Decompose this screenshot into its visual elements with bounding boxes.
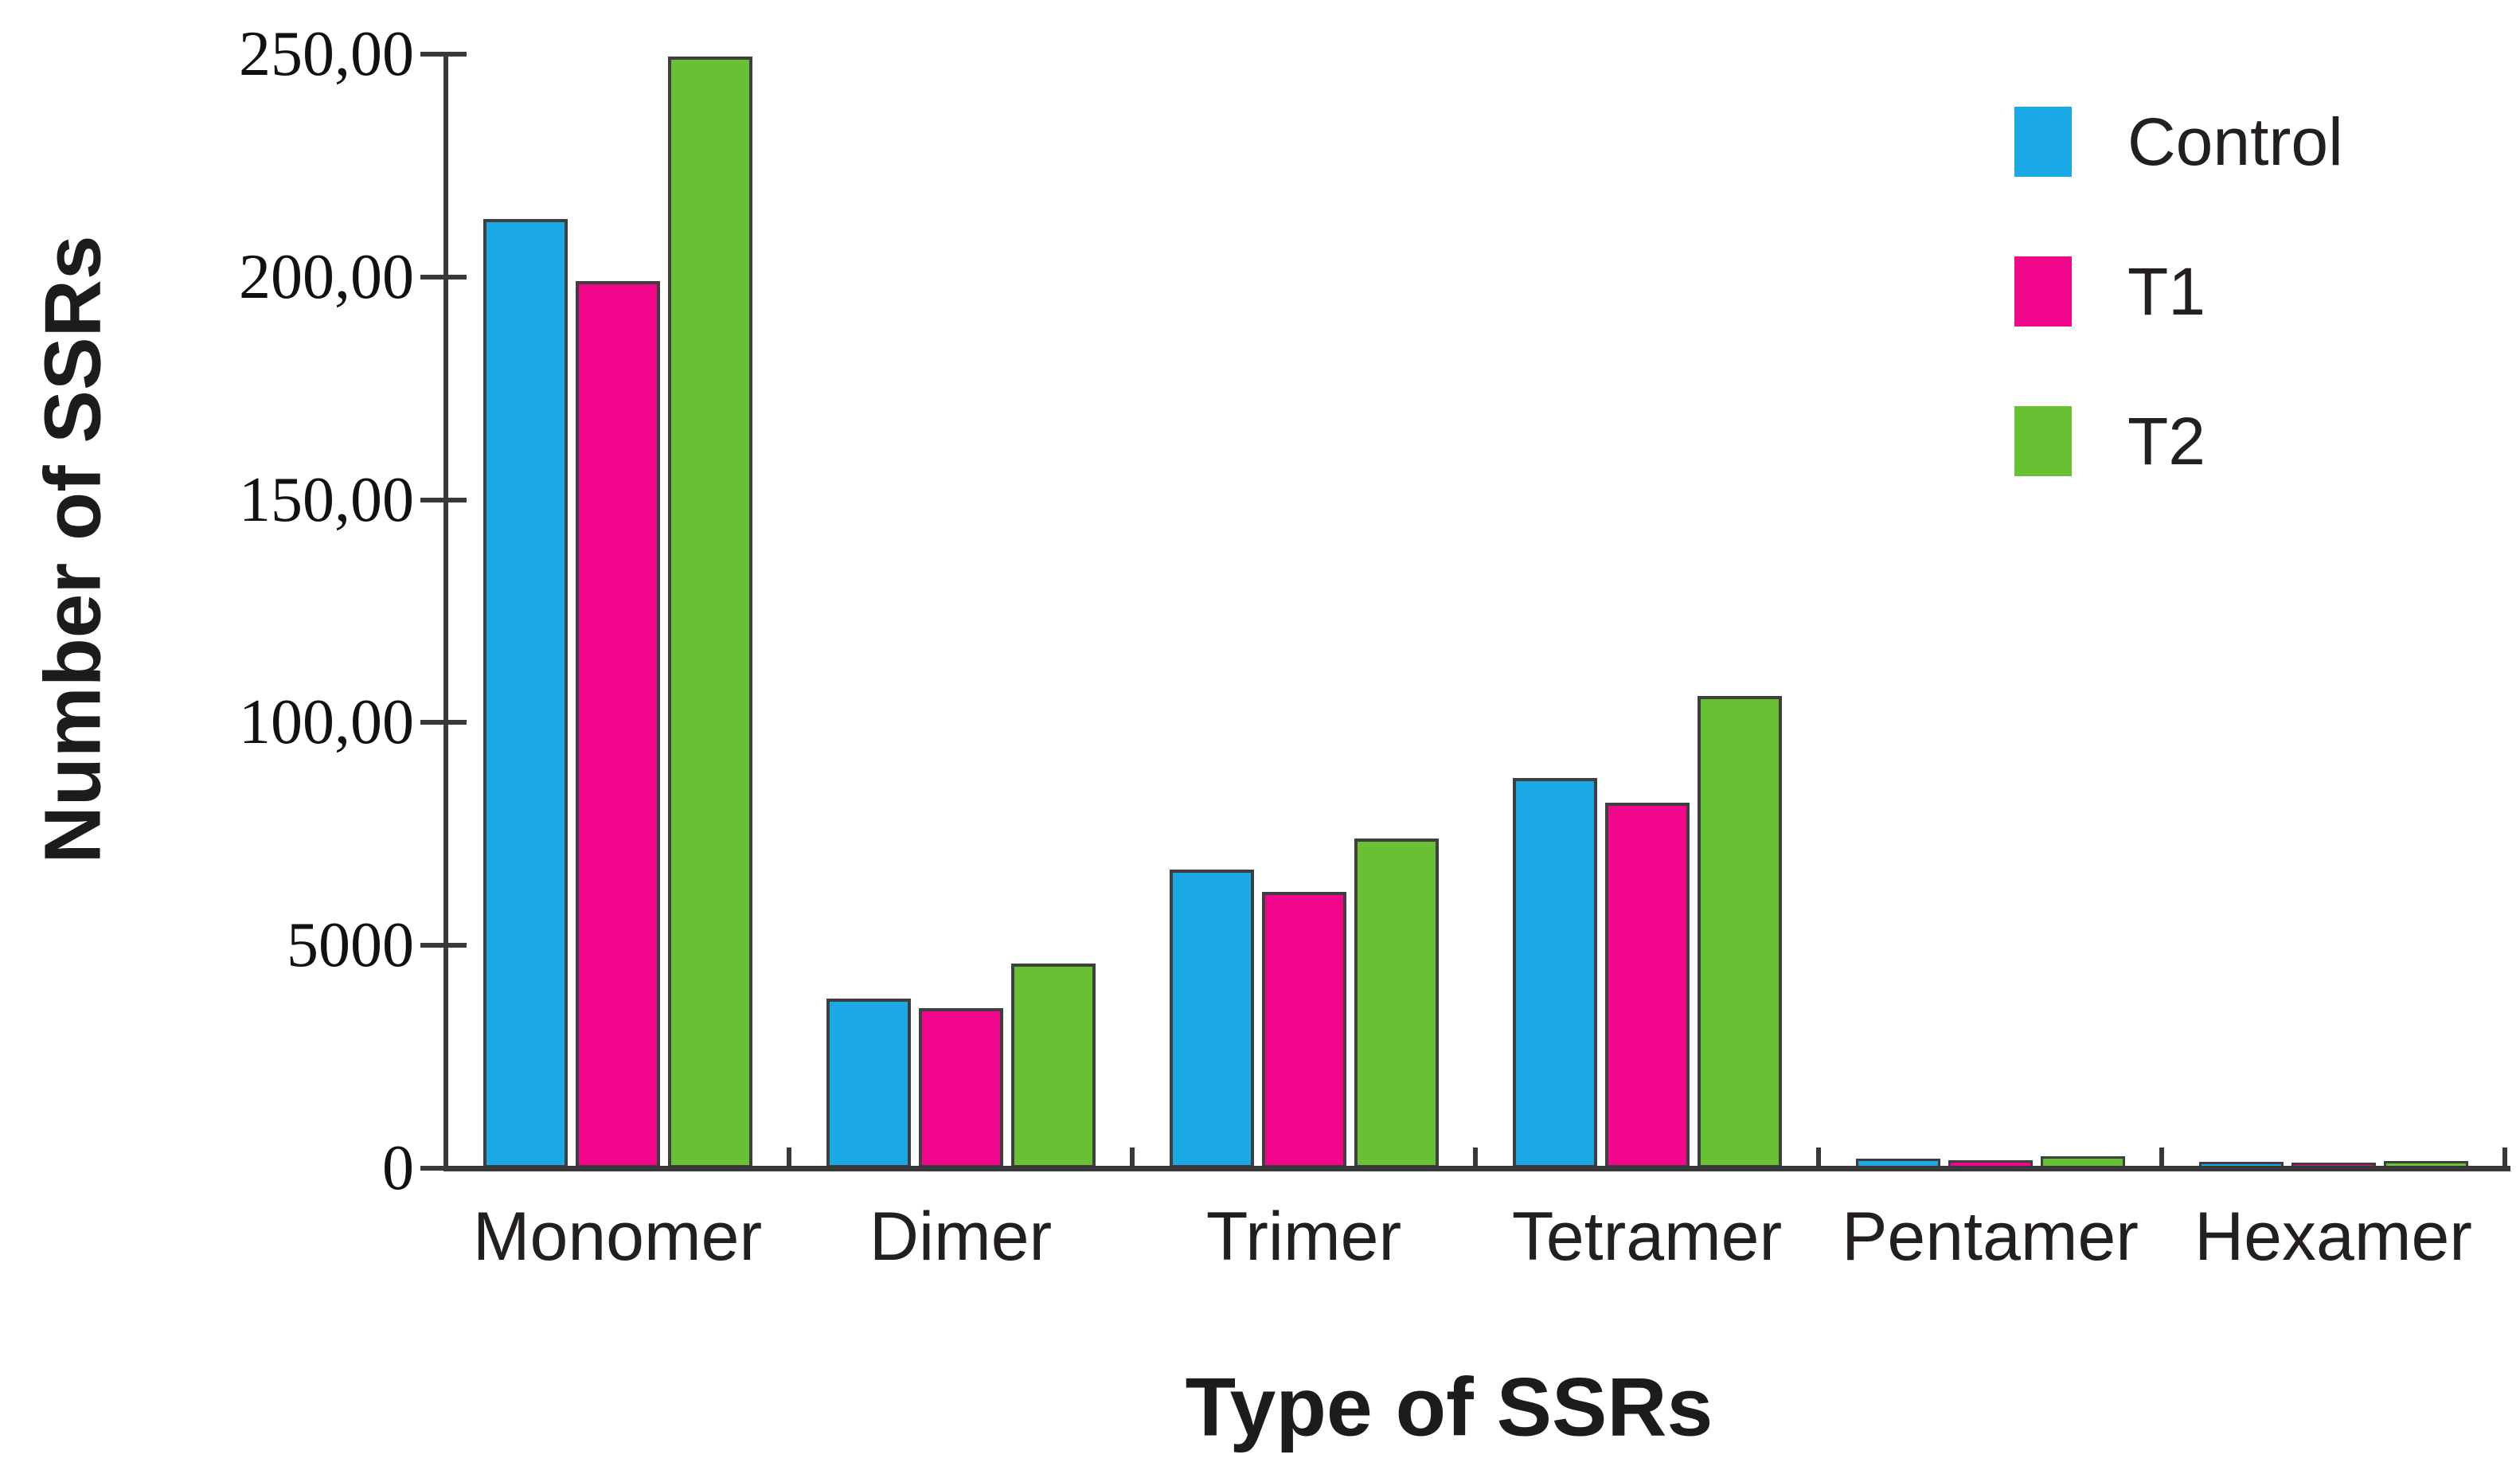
- x-axis-tick: [1816, 1148, 1821, 1171]
- bar-monomer-t2: [667, 56, 752, 1168]
- y-tick-label: 0: [382, 1133, 414, 1203]
- legend-swatch-t2: [2014, 406, 2072, 476]
- y-tick-label: 250,00: [239, 19, 414, 89]
- bar-dimer-t1: [918, 1007, 1003, 1168]
- bar-dimer-control: [826, 999, 911, 1168]
- x-axis-tick: [787, 1148, 791, 1171]
- bar-trimer-control: [1169, 870, 1254, 1168]
- x-axis-tick: [2159, 1148, 2164, 1171]
- legend-label-t2: T2: [2127, 404, 2206, 479]
- y-tick-label: 200,00: [239, 241, 414, 312]
- legend-label-control: Control: [2127, 104, 2343, 179]
- x-axis-tick: [1473, 1148, 1478, 1171]
- bar-monomer-t1: [575, 281, 660, 1168]
- x-axis-line: [443, 1166, 2510, 1171]
- bar-monomer-control: [483, 219, 568, 1168]
- bar-dimer-t2: [1010, 963, 1096, 1168]
- y-axis-line: [443, 52, 448, 1171]
- bar-tetramer-control: [1512, 778, 1597, 1168]
- x-category-label: Monomer: [472, 1198, 763, 1275]
- x-category-label: Dimer: [869, 1198, 1053, 1275]
- legend-swatch-t1: [2014, 256, 2072, 326]
- legend-label-t1: T1: [2127, 254, 2206, 329]
- x-category-label: Trimer: [1205, 1198, 1402, 1275]
- bar-tetramer-t2: [1697, 695, 1782, 1168]
- x-axis-title: Type of SSRs: [1185, 1361, 1713, 1454]
- x-category-label: Pentamer: [1842, 1198, 2139, 1275]
- x-axis-tick: [1130, 1148, 1135, 1171]
- y-axis-title: Number of SSRs: [28, 235, 118, 864]
- y-tick-label: 150,00: [239, 464, 414, 535]
- bar-trimer-t1: [1261, 892, 1346, 1168]
- x-category-label: Hexamer: [2194, 1198, 2472, 1275]
- bar-trimer-t2: [1354, 838, 1439, 1168]
- bar-tetramer-t1: [1604, 803, 1690, 1168]
- x-axis-tick: [2502, 1148, 2507, 1171]
- x-category-label: Tetramer: [1511, 1198, 1783, 1275]
- y-tick-label: 100,00: [239, 687, 414, 758]
- legend-swatch-control: [2014, 107, 2072, 177]
- y-tick-label: 5000: [287, 910, 414, 981]
